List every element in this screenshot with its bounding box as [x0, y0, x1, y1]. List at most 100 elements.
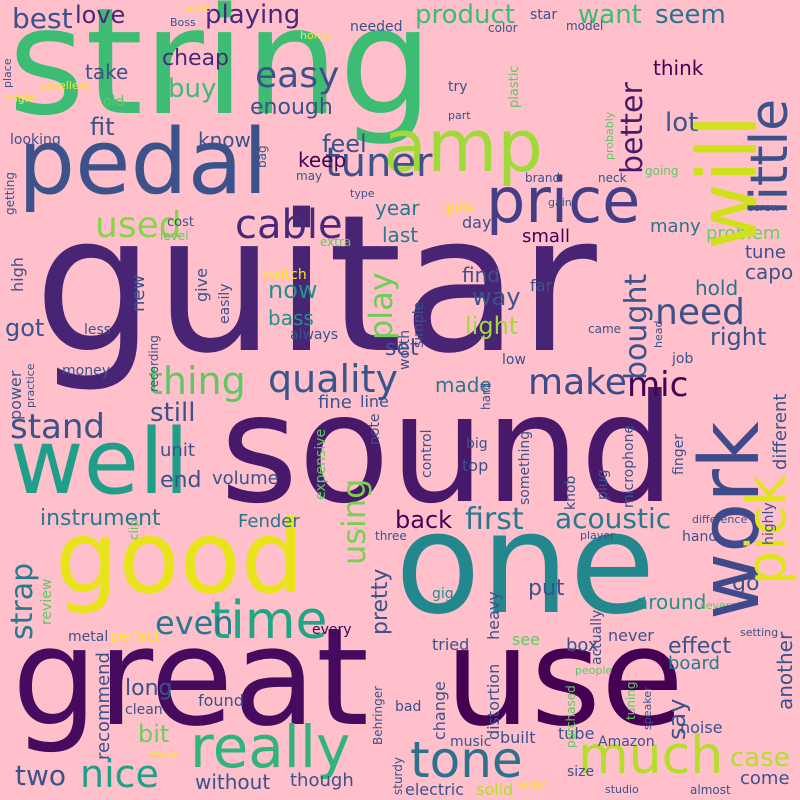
- word-extra: extra: [320, 235, 352, 249]
- word-finger: finger: [671, 434, 687, 475]
- word-hand: hand: [682, 529, 718, 545]
- word-product: product: [415, 0, 516, 30]
- word-excellent: excellent: [40, 79, 90, 92]
- word-well: well: [10, 410, 189, 515]
- word-string: string: [8, 0, 433, 148]
- word-though: though: [290, 770, 354, 791]
- word-almost: almost: [690, 783, 731, 797]
- word-far: far: [530, 276, 553, 295]
- word-guitar: guitar: [34, 174, 597, 395]
- word-thing: thing: [148, 359, 246, 403]
- word-see: see: [512, 630, 541, 649]
- word-neck: neck: [598, 171, 627, 185]
- word-change: change: [430, 681, 449, 740]
- word-gig: gig: [432, 586, 454, 602]
- word-might: might: [4, 92, 37, 105]
- word-screw: screw: [748, 201, 780, 214]
- word-one: one: [395, 483, 656, 646]
- word-type: type: [350, 187, 375, 200]
- word-perfect: perfect: [110, 629, 160, 645]
- word-keep: keep: [298, 148, 347, 172]
- word-always: always: [290, 327, 339, 343]
- word-right: right: [710, 323, 767, 351]
- word-give: give: [192, 268, 211, 302]
- word-top: top: [462, 456, 489, 475]
- word-needed: needed: [350, 19, 403, 35]
- word-come: come: [740, 768, 790, 789]
- word-effect: effect: [668, 634, 731, 659]
- word-model: model: [566, 19, 604, 33]
- word-going: going: [645, 164, 679, 178]
- word-playing: playing: [205, 0, 301, 30]
- word-play: play: [362, 272, 400, 340]
- word-distortion: distortion: [484, 663, 503, 740]
- word-price: price: [486, 164, 641, 237]
- word-put: put: [528, 576, 565, 601]
- word-acoustic: acoustic: [555, 502, 672, 535]
- word-tuner: tuner: [325, 140, 433, 186]
- word-bit: bit: [138, 720, 170, 748]
- word-nice: nice: [80, 752, 159, 796]
- word-gain: gain: [548, 196, 572, 209]
- word-capo: capo: [745, 260, 794, 284]
- word-practice: practice: [24, 363, 37, 408]
- word-take: take: [85, 60, 129, 84]
- word-simple: simple: [411, 301, 427, 348]
- word-music: music: [450, 734, 492, 750]
- word-old: old: [103, 94, 125, 110]
- word-day: day: [462, 213, 492, 232]
- word-still: still: [150, 398, 196, 428]
- word-end: end: [160, 468, 202, 493]
- word-color: color: [488, 21, 518, 35]
- word-purchased: purchased: [564, 685, 578, 748]
- word-case: case: [730, 743, 790, 773]
- word-found: found: [198, 691, 244, 710]
- word-say: say: [663, 698, 691, 740]
- word-tuning: tuning: [624, 681, 638, 720]
- word-amp: amp: [383, 104, 543, 188]
- word-two: two: [15, 759, 67, 792]
- word-year: year: [375, 196, 420, 220]
- word-lot: lot: [665, 108, 699, 138]
- word-try: try: [448, 79, 468, 95]
- word-quite: quite: [442, 201, 476, 216]
- word-solid: solid: [476, 780, 514, 799]
- word-without: without: [195, 770, 271, 794]
- word-happy: happy: [512, 777, 547, 790]
- word-great: great: [12, 599, 369, 756]
- word-studio: studio: [605, 783, 639, 796]
- word-pedal: pedal: [18, 110, 268, 215]
- word-even: even: [155, 604, 234, 642]
- word-mic: mic: [627, 365, 689, 405]
- word-never: never: [608, 626, 654, 645]
- word-cost: cost: [167, 215, 194, 230]
- word-three: three: [375, 529, 407, 543]
- word-bought: bought: [619, 273, 654, 380]
- word-strap: strap: [5, 562, 40, 640]
- word-want: want: [578, 0, 642, 30]
- word-hard: hard: [479, 382, 493, 410]
- word-big: big: [466, 436, 488, 452]
- word-hold: hold: [695, 276, 739, 300]
- word-instrument: instrument: [40, 506, 161, 531]
- word-setting: setting: [740, 626, 779, 639]
- word-enough: enough: [250, 95, 333, 120]
- word-money: money: [62, 363, 110, 379]
- word-sturdy: sturdy: [391, 756, 405, 795]
- word-bag: bag: [255, 145, 269, 168]
- word-tone: tone: [410, 731, 523, 789]
- word-review: review: [39, 578, 55, 625]
- word-made: made: [435, 373, 492, 397]
- word-board: board: [668, 653, 720, 674]
- word-low: low: [502, 352, 526, 368]
- word-recording: recording: [147, 335, 161, 392]
- word-cheap: cheap: [162, 46, 230, 71]
- word-stand: stand: [10, 407, 106, 447]
- word-time: time: [210, 591, 328, 651]
- word-really: really: [190, 713, 351, 781]
- word-metal: metal: [68, 629, 109, 645]
- word-something: something: [517, 430, 533, 505]
- word-Amazon: Amazon: [598, 734, 655, 750]
- word-part: part: [448, 109, 471, 122]
